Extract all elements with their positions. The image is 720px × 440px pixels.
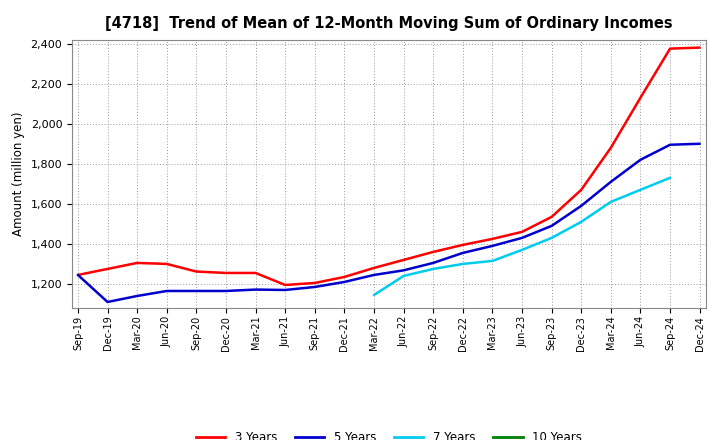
3 Years [459, 242, 467, 248]
5 Years [696, 141, 704, 147]
7 Years [429, 266, 438, 271]
5 Years [132, 293, 141, 299]
5 Years [163, 288, 171, 293]
5 Years [488, 243, 497, 249]
5 Years [73, 272, 82, 278]
5 Years [192, 288, 201, 293]
3 Years [696, 45, 704, 50]
3 Years [547, 214, 556, 220]
3 Years [666, 46, 675, 51]
3 Years [281, 282, 289, 288]
7 Years [518, 247, 526, 253]
5 Years [577, 203, 585, 209]
3 Years [606, 145, 615, 150]
7 Years [400, 273, 408, 279]
Y-axis label: Amount (million yen): Amount (million yen) [12, 112, 25, 236]
7 Years [636, 187, 645, 192]
5 Years [459, 250, 467, 256]
3 Years [103, 266, 112, 271]
Title: [4718]  Trend of Mean of 12-Month Moving Sum of Ordinary Incomes: [4718] Trend of Mean of 12-Month Moving … [105, 16, 672, 32]
5 Years [222, 288, 230, 293]
3 Years [222, 270, 230, 275]
5 Years [340, 279, 348, 285]
3 Years [340, 274, 348, 279]
Line: 3 Years: 3 Years [78, 48, 700, 285]
5 Years [429, 260, 438, 266]
5 Years [281, 287, 289, 293]
7 Years [606, 199, 615, 205]
5 Years [666, 142, 675, 147]
5 Years [606, 179, 615, 184]
Line: 5 Years: 5 Years [78, 144, 700, 302]
7 Years [666, 175, 675, 180]
3 Years [163, 261, 171, 267]
7 Years [547, 235, 556, 241]
3 Years [636, 95, 645, 100]
3 Years [577, 187, 585, 192]
5 Years [636, 157, 645, 162]
3 Years [488, 236, 497, 242]
3 Years [429, 249, 438, 255]
Line: 7 Years: 7 Years [374, 178, 670, 295]
5 Years [251, 287, 260, 292]
3 Years [518, 229, 526, 235]
5 Years [400, 268, 408, 273]
Legend: 3 Years, 5 Years, 7 Years, 10 Years: 3 Years, 5 Years, 7 Years, 10 Years [191, 427, 587, 440]
7 Years [459, 261, 467, 267]
3 Years [400, 257, 408, 263]
7 Years [369, 292, 378, 297]
3 Years [310, 280, 319, 286]
3 Years [192, 269, 201, 274]
5 Years [310, 284, 319, 290]
3 Years [73, 272, 82, 278]
3 Years [369, 265, 378, 271]
5 Years [547, 223, 556, 228]
7 Years [577, 219, 585, 224]
3 Years [132, 260, 141, 266]
3 Years [251, 270, 260, 275]
5 Years [369, 272, 378, 278]
5 Years [103, 299, 112, 304]
5 Years [518, 235, 526, 241]
7 Years [488, 258, 497, 264]
